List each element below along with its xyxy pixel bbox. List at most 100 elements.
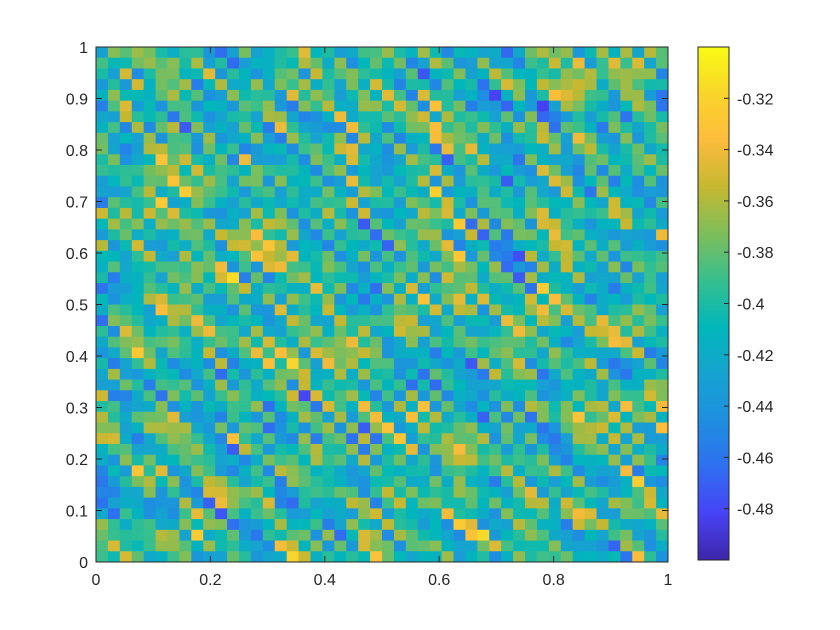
heatmap-cell	[382, 283, 395, 295]
heatmap-cell	[417, 315, 431, 327]
heatmap-cell	[227, 422, 240, 434]
heatmap-cell	[393, 336, 407, 349]
heatmap-cell	[382, 551, 395, 562]
heatmap-cell	[119, 79, 133, 91]
heatmap-cell	[250, 368, 264, 381]
heatmap-cell	[644, 422, 657, 434]
heatmap-cell	[119, 540, 133, 552]
heatmap-cell	[644, 89, 657, 102]
heatmap-cell	[382, 465, 395, 477]
heatmap-cell	[227, 293, 240, 306]
heatmap-cell	[393, 401, 407, 413]
heatmap-cell	[143, 57, 157, 70]
heatmap-cell	[441, 132, 455, 145]
heatmap-cell	[536, 358, 550, 370]
heatmap-cell	[274, 293, 288, 306]
heatmap-cell	[501, 261, 514, 273]
heatmap-cell	[119, 207, 133, 220]
heatmap-cell	[453, 240, 467, 252]
heatmap-cell	[191, 240, 204, 252]
heatmap-cell	[250, 454, 264, 467]
heatmap-cell	[393, 197, 407, 209]
heatmap-cell	[334, 379, 347, 391]
heatmap-cell	[155, 165, 169, 177]
heatmap-cell	[203, 122, 216, 134]
heatmap-cell	[548, 486, 562, 499]
heatmap-cell	[584, 100, 598, 112]
heatmap-cell	[489, 175, 502, 188]
heatmap-cell	[620, 154, 633, 166]
heatmap-cell	[310, 336, 324, 349]
heatmap-cell	[656, 68, 668, 80]
heatmap-cell	[310, 465, 324, 477]
heatmap-cell	[96, 325, 109, 338]
heatmap-cell	[548, 283, 562, 295]
heatmap-cell	[274, 207, 288, 220]
heatmap-cell	[96, 433, 109, 445]
heatmap-cell	[107, 325, 121, 338]
heatmap-cell	[405, 240, 419, 252]
heatmap-cell	[477, 218, 490, 230]
heatmap-cell	[560, 186, 574, 198]
heatmap-cell	[346, 476, 359, 488]
heatmap-cell	[167, 272, 181, 284]
heatmap-cell	[286, 132, 300, 145]
heatmap-cell	[346, 465, 359, 477]
heatmap-cell	[179, 486, 192, 499]
heatmap-cell	[536, 261, 550, 273]
heatmap-cell	[644, 186, 657, 198]
heatmap-cell	[358, 207, 371, 220]
heatmap-cell	[155, 325, 169, 338]
heatmap-cell	[96, 422, 109, 434]
heatmap-cell	[608, 175, 621, 188]
heatmap-cell	[107, 368, 121, 381]
heatmap-cell	[608, 540, 621, 552]
heatmap-cell	[477, 315, 490, 327]
heatmap-cell	[644, 154, 657, 166]
heatmap-cell	[525, 165, 538, 177]
heatmap-cell	[346, 551, 359, 562]
heatmap-cell	[203, 508, 216, 520]
heatmap-cell	[620, 508, 633, 520]
heatmap-cell	[656, 250, 668, 263]
heatmap-cell	[417, 390, 431, 402]
heatmap-cell	[584, 89, 598, 102]
heatmap-cell	[656, 89, 668, 102]
heatmap-cell	[250, 497, 264, 509]
heatmap-cell	[155, 508, 169, 520]
heatmap-cell	[501, 132, 514, 145]
heatmap-cell	[572, 218, 586, 230]
heatmap-cell	[382, 197, 395, 209]
heatmap-cell	[513, 411, 526, 424]
heatmap-cell	[620, 497, 633, 509]
heatmap-cell	[334, 465, 347, 477]
heatmap-cell	[239, 336, 252, 349]
heatmap-cell	[143, 411, 157, 424]
heatmap-cell	[346, 165, 359, 177]
heatmap-cell	[119, 100, 133, 112]
heatmap-cell	[501, 207, 514, 220]
heatmap-cell	[322, 261, 335, 273]
heatmap-cell	[239, 154, 252, 166]
heatmap-cell	[608, 111, 621, 123]
y-tick-label: 0.2	[66, 452, 88, 469]
heatmap-cell	[322, 304, 335, 316]
heatmap-cell	[525, 401, 538, 413]
heatmap-cell	[250, 433, 264, 445]
heatmap-cell	[656, 197, 668, 209]
heatmap-cell	[322, 57, 335, 70]
heatmap-cell	[322, 293, 335, 306]
heatmap-cell	[107, 229, 121, 241]
heatmap-cell	[489, 486, 502, 499]
heatmap-cell	[405, 143, 419, 155]
heatmap-cell	[370, 379, 383, 391]
heatmap-cell	[453, 401, 467, 413]
heatmap-cell	[203, 497, 216, 509]
heatmap-cell	[429, 454, 443, 467]
heatmap-cell	[441, 315, 455, 327]
heatmap-cell	[227, 401, 240, 413]
heatmap-cell	[417, 57, 431, 70]
heatmap-cell	[441, 100, 455, 112]
x-tick-label: 1	[664, 572, 673, 589]
y-axis: 00.10.20.30.40.50.60.70.80.91	[66, 40, 668, 572]
